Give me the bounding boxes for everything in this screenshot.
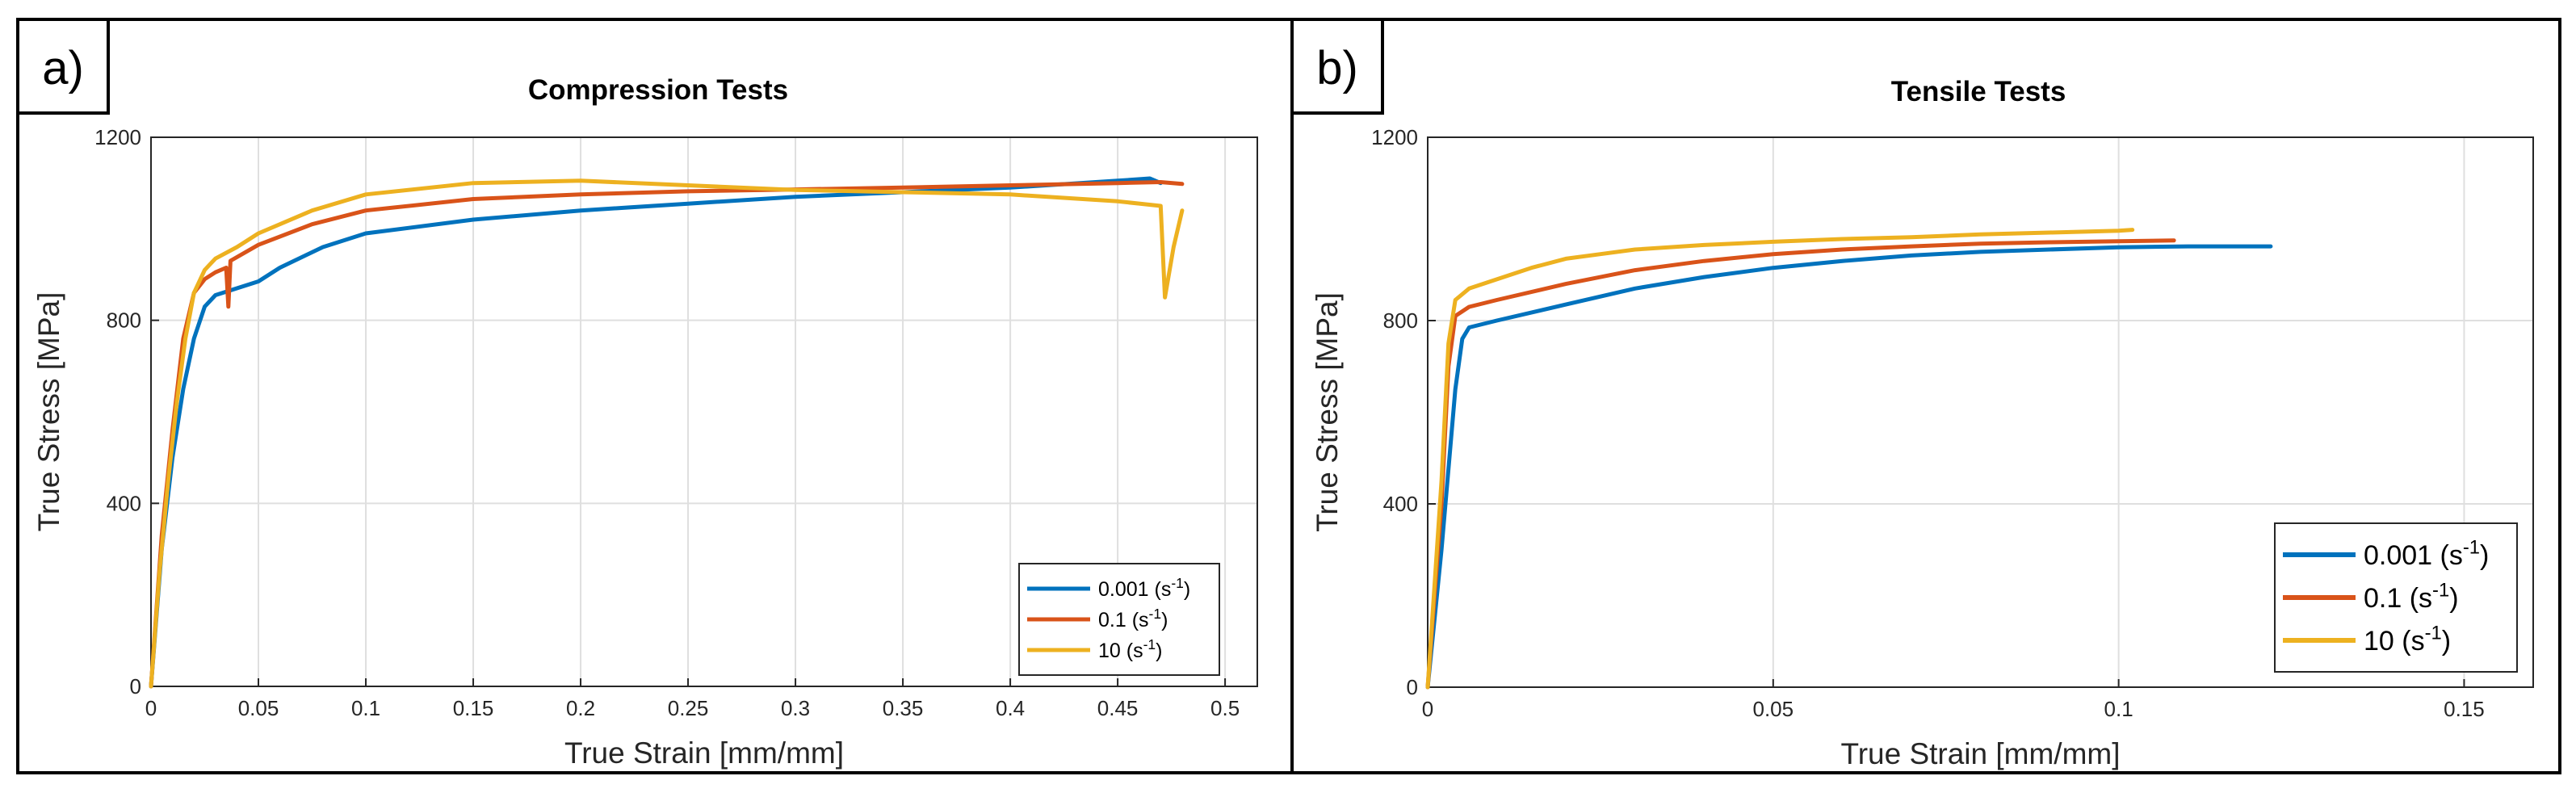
chart-a-title: Compression Tests — [528, 74, 788, 106]
chart-b: 0 0.05 0.1 0.15 0 400 800 1200 True Strain [mm/m… — [1311, 125, 2534, 770]
panel-b: b) Tensile Tests 0 0.05 0.1 0.15 0 400 800 1200… — [1290, 18, 2561, 774]
chart-b-ytick-label: 400 — [1383, 492, 1418, 516]
chart-b-title: Tensile Tests — [1891, 76, 2066, 107]
chart-a-series-line-3 — [149, 178, 1185, 689]
chart-b-xlabel: True Strain [mm/mm] — [1840, 737, 2120, 770]
panel-b-label: b) — [1316, 42, 1358, 94]
chart-a-ytick-label: 400 — [107, 491, 141, 515]
chart-a: 0 0.05 0.1 0.15 0.2 0.25 0.3 0.35 0.4 0.45 0.5 0 400… — [32, 125, 1258, 770]
chart-a-xtick-label: 0.05 — [238, 696, 279, 720]
chart-b-xtick-label: 0.15 — [2444, 697, 2485, 721]
chart-a-xtick-label: 0.1 — [351, 696, 380, 720]
panel-b-label-box — [1290, 18, 1384, 115]
chart-b-ytick-label: 1200 — [1371, 125, 1418, 149]
panel-a-label: a) — [42, 42, 84, 94]
chart-a-legend-label-3: 10 (s-1) — [1098, 636, 1162, 662]
chart-b-ylabel: True Stress [MPa] — [1311, 292, 1344, 532]
chart-b-xtick-label: 0.05 — [1753, 697, 1794, 721]
chart-b-ytick-label: 0 — [1407, 675, 1418, 699]
chart-a-legend: 0.001 (s-1) 0.1 (s-1) 10 (s-1) — [1018, 563, 1220, 676]
chart-a-xtick-label: 0.2 — [566, 696, 595, 720]
chart-a-xtick-label: 0.3 — [781, 696, 810, 720]
chart-b-legend: 0.001 (s-1) 0.1 (s-1) 10 (s-1) — [2274, 522, 2518, 673]
chart-a-xtick-label: 0.4 — [996, 696, 1025, 720]
chart-b-xtick-label: 0.1 — [2104, 697, 2133, 721]
chart-a-ylabel: True Stress [MPa] — [32, 292, 65, 532]
chart-a-xtick-label: 0.15 — [453, 696, 494, 720]
chart-b-legend-label-2: 0.1 (s-1) — [2364, 580, 2459, 615]
chart-a-ytick-label: 1200 — [94, 125, 141, 149]
chart-a-ytick-label: 800 — [107, 308, 141, 333]
chart-a-legend-label-2: 0.1 (s-1) — [1098, 606, 1168, 631]
chart-a-legend-label-1: 0.001 (s-1) — [1098, 575, 1190, 601]
chart-a-xtick-label: 0 — [145, 696, 157, 720]
chart-b-ytick-label: 800 — [1383, 308, 1418, 333]
chart-b-legend-label-3: 10 (s-1) — [2364, 623, 2451, 657]
chart-b-series-line-3 — [1425, 228, 2135, 690]
panel-b-border — [1290, 18, 2561, 774]
chart-b-axes-frame — [1427, 136, 2534, 688]
chart-b-legend-label-1: 0.001 (s-1) — [2364, 537, 2489, 572]
chart-a-xtick-label: 0.45 — [1097, 696, 1139, 720]
chart-a-axes-frame — [150, 136, 1258, 687]
chart-a-xtick-label: 0.35 — [883, 696, 924, 720]
chart-a-xlabel: True Strain [mm/mm] — [564, 736, 844, 770]
chart-a-xtick-label: 0.5 — [1210, 696, 1240, 720]
panel-a: a) Compression Tests 0 0.05 0.1 0.15 0.2 0.25… — [16, 18, 1294, 774]
chart-b-series-line-2 — [1425, 238, 2176, 690]
chart-b-series-line-1 — [1425, 244, 2273, 690]
chart-a-xtick-label: 0.25 — [668, 696, 709, 720]
chart-a-ytick-label: 0 — [130, 674, 141, 698]
panel-a-label-box — [16, 18, 110, 115]
chart-a-series-line-1 — [149, 176, 1163, 689]
chart-b-xtick-label: 0 — [1422, 697, 1433, 721]
